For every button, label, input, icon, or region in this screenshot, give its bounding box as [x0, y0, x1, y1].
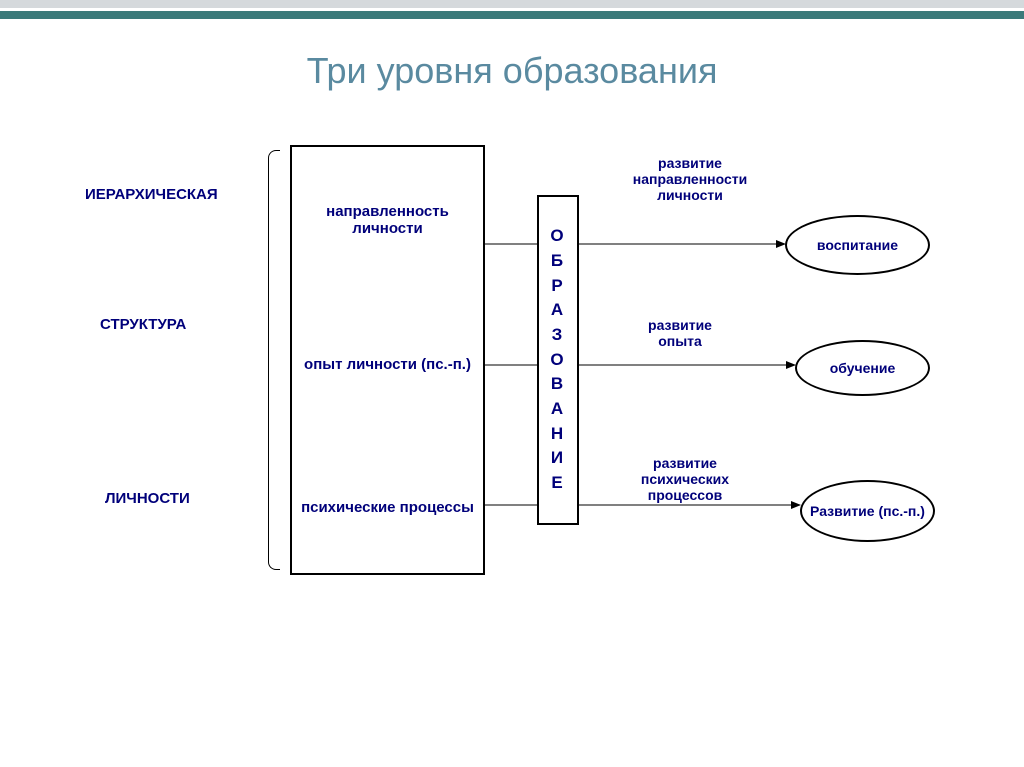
ellipse-2: обучение: [795, 340, 930, 396]
arrow-label-2: развитие опыта: [625, 317, 735, 349]
arrow-label-1: развитие направленности личности: [620, 155, 760, 203]
ellipse-3: Развитие (пс.-п.): [800, 480, 935, 542]
ellipse-1: воспитание: [785, 215, 930, 275]
arrow-label-3: развитие психических процессов: [615, 455, 755, 503]
